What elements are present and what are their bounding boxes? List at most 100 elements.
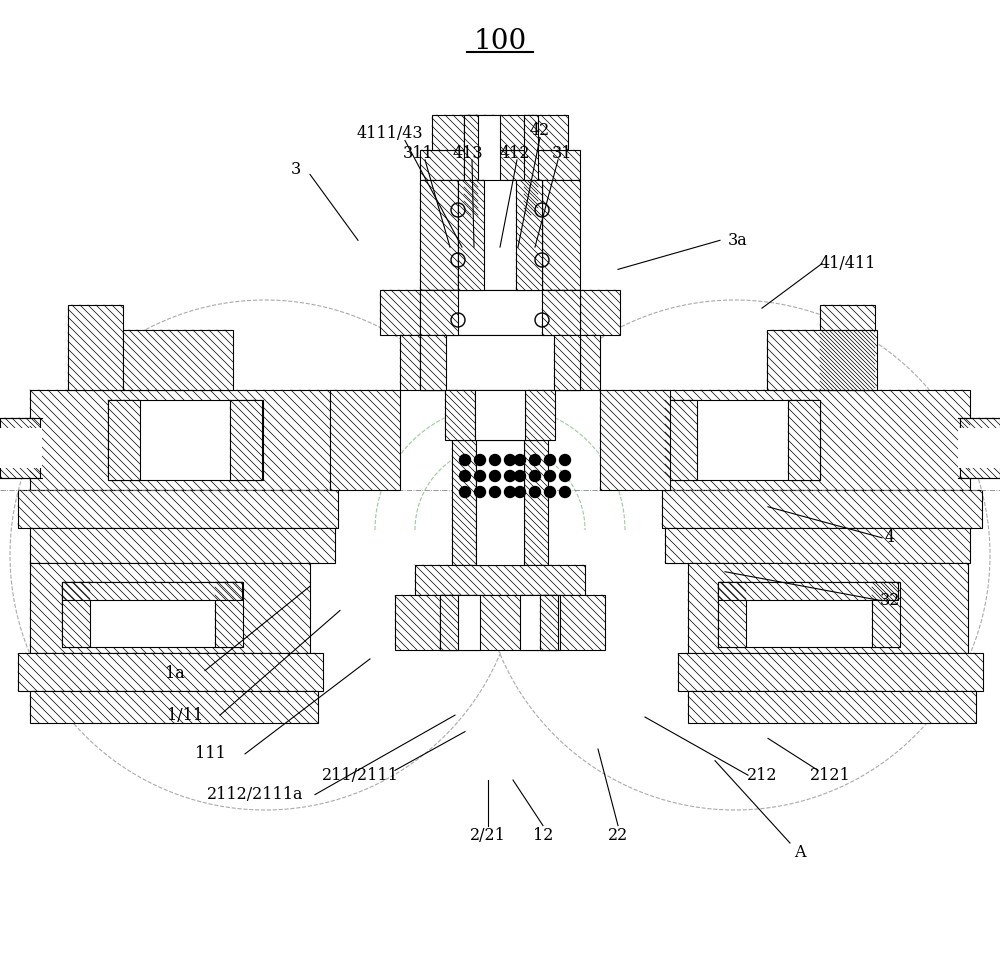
- Text: 32: 32: [880, 592, 900, 610]
- Bar: [18, 490, 338, 528]
- Circle shape: [460, 454, 471, 465]
- Text: 413: 413: [453, 144, 483, 162]
- Text: 42: 42: [530, 122, 550, 140]
- Bar: [30, 563, 310, 653]
- Bar: [62, 582, 242, 600]
- Bar: [432, 115, 568, 150]
- Bar: [330, 390, 400, 490]
- Text: 412: 412: [500, 144, 530, 162]
- Bar: [688, 563, 968, 653]
- Bar: [395, 595, 605, 650]
- Circle shape: [505, 486, 516, 497]
- Circle shape: [560, 454, 570, 465]
- Bar: [960, 418, 1000, 478]
- Text: 111: 111: [195, 745, 225, 763]
- Bar: [440, 595, 480, 650]
- Bar: [420, 335, 580, 390]
- Bar: [420, 335, 446, 390]
- Circle shape: [490, 486, 501, 497]
- Bar: [820, 305, 875, 390]
- Circle shape: [475, 471, 486, 482]
- Circle shape: [544, 454, 556, 465]
- Bar: [524, 115, 538, 215]
- Text: 3: 3: [291, 161, 301, 178]
- Bar: [30, 528, 335, 563]
- Bar: [524, 440, 548, 565]
- Text: 2112/2111a: 2112/2111a: [207, 786, 303, 803]
- Text: 1/11: 1/11: [167, 706, 203, 724]
- Bar: [554, 335, 580, 390]
- Text: 22: 22: [608, 827, 628, 844]
- Circle shape: [505, 454, 516, 465]
- Bar: [68, 305, 123, 390]
- Circle shape: [475, 486, 486, 497]
- Bar: [18, 653, 323, 691]
- Circle shape: [460, 486, 471, 497]
- Bar: [464, 115, 478, 215]
- Text: 311: 311: [403, 144, 433, 162]
- Bar: [718, 582, 898, 600]
- Circle shape: [514, 454, 526, 465]
- Bar: [464, 115, 500, 215]
- Circle shape: [544, 486, 556, 497]
- Bar: [788, 400, 820, 480]
- Circle shape: [514, 486, 526, 497]
- Text: 1a: 1a: [165, 665, 185, 682]
- Bar: [0, 428, 42, 468]
- Bar: [665, 390, 970, 490]
- Text: 4111/43: 4111/43: [357, 125, 423, 142]
- Bar: [420, 290, 458, 335]
- Circle shape: [490, 471, 501, 482]
- Circle shape: [530, 471, 540, 482]
- Text: 4: 4: [885, 529, 895, 547]
- Bar: [108, 400, 263, 480]
- Bar: [665, 528, 970, 563]
- Text: A: A: [794, 844, 806, 861]
- Bar: [380, 290, 620, 335]
- Circle shape: [560, 486, 570, 497]
- Bar: [400, 335, 600, 390]
- Circle shape: [514, 471, 526, 482]
- Bar: [458, 180, 542, 290]
- Circle shape: [560, 471, 570, 482]
- Bar: [872, 582, 900, 647]
- Text: 2121: 2121: [810, 766, 850, 784]
- Bar: [62, 582, 90, 647]
- Text: 212: 212: [747, 766, 777, 784]
- Bar: [123, 330, 233, 390]
- Text: 31: 31: [552, 144, 572, 162]
- Bar: [420, 180, 458, 290]
- Text: 2/21: 2/21: [470, 827, 506, 844]
- Bar: [665, 400, 820, 480]
- Bar: [215, 582, 243, 647]
- Circle shape: [490, 454, 501, 465]
- Bar: [542, 290, 580, 335]
- Bar: [452, 440, 476, 565]
- Bar: [30, 390, 335, 490]
- Circle shape: [544, 471, 556, 482]
- Bar: [520, 595, 560, 650]
- Bar: [415, 565, 585, 595]
- Bar: [767, 330, 877, 390]
- Bar: [445, 390, 475, 440]
- Bar: [516, 180, 542, 290]
- Bar: [476, 440, 524, 565]
- Text: 12: 12: [533, 827, 553, 844]
- Bar: [420, 290, 580, 335]
- Bar: [0, 418, 40, 478]
- Bar: [62, 582, 242, 647]
- Bar: [542, 180, 580, 290]
- Text: 100: 100: [473, 28, 527, 55]
- Circle shape: [530, 486, 540, 497]
- Circle shape: [460, 471, 471, 482]
- Bar: [230, 400, 262, 480]
- Bar: [540, 595, 558, 650]
- Bar: [678, 653, 983, 691]
- Bar: [600, 390, 670, 490]
- Bar: [525, 390, 555, 440]
- Text: 3a: 3a: [728, 232, 748, 249]
- Bar: [420, 150, 580, 180]
- Bar: [108, 400, 140, 480]
- Circle shape: [505, 471, 516, 482]
- Bar: [958, 428, 1000, 468]
